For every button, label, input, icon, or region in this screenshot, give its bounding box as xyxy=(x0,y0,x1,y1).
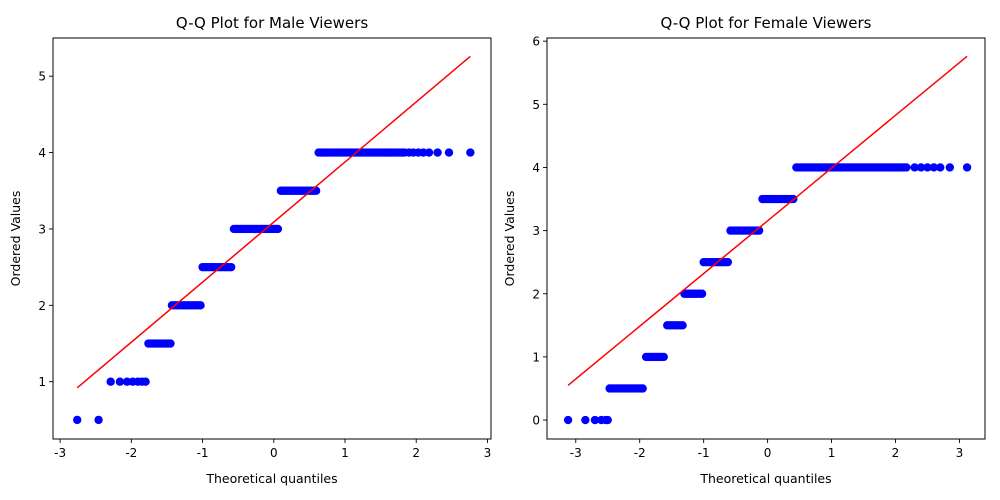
y-tick-label: 3 xyxy=(38,222,46,236)
data-point xyxy=(444,148,454,157)
data-point xyxy=(962,163,972,172)
data-point xyxy=(936,163,945,172)
data-point xyxy=(945,163,955,172)
y-tick-label: 5 xyxy=(532,98,540,112)
y-tick-label: 1 xyxy=(38,375,46,389)
data-point xyxy=(638,384,647,393)
x-tick-label: 3 xyxy=(956,446,964,460)
fit-line xyxy=(76,55,471,389)
y-ticks: 1 2 3 4 5 xyxy=(38,70,53,389)
data-point xyxy=(603,415,612,425)
data-point xyxy=(723,257,733,267)
y-tick-label: 3 xyxy=(532,224,540,238)
y-tick-label: 0 xyxy=(532,414,540,428)
data-point xyxy=(929,163,939,172)
data-point xyxy=(115,377,125,386)
data-point xyxy=(424,148,434,157)
data-point xyxy=(311,186,321,195)
qq-chart-0: Q-Q Plot for Male Viewers -3 -2 -1 0 1 2 3 1 2 3 4 5… xyxy=(8,14,492,486)
axes-frame xyxy=(52,37,492,440)
data-point xyxy=(754,226,764,235)
data-point xyxy=(433,148,442,157)
y-axis-label: Ordered Values xyxy=(502,191,517,287)
y-ticks: 0 1 2 3 4 5 6 xyxy=(532,35,547,428)
data-point xyxy=(902,163,911,172)
x-ticks: -3 -2 -1 0 1 2 3 xyxy=(570,439,963,460)
y-tick-label: 2 xyxy=(38,299,46,313)
y-tick-label: 6 xyxy=(532,35,540,49)
data-point xyxy=(273,224,283,234)
y-tick-label: 4 xyxy=(532,161,540,175)
chart-title: Q-Q Plot for Male Viewers xyxy=(176,14,368,32)
y-axis-label: Ordered Values xyxy=(8,191,23,287)
data-point xyxy=(141,377,150,386)
x-axis-label: Theoretical quantiles xyxy=(699,471,831,486)
data-point xyxy=(916,163,926,172)
x-axis-label: Theoretical quantiles xyxy=(205,471,337,486)
x-tick-label: 0 xyxy=(270,446,278,460)
data-point xyxy=(94,415,103,425)
y-tick-label: 5 xyxy=(38,70,46,84)
data-point xyxy=(563,415,573,425)
data-point xyxy=(106,377,115,386)
y-tick-label: 1 xyxy=(532,350,540,364)
data-point xyxy=(226,262,236,272)
x-tick-label: -1 xyxy=(698,446,710,460)
x-tick-label: 3 xyxy=(484,446,492,460)
y-tick-label: 2 xyxy=(532,287,540,301)
fit-line xyxy=(567,55,968,386)
chart-title: Q-Q Plot for Female Viewers xyxy=(660,14,871,32)
data-point xyxy=(910,163,919,172)
qq-chart-1: Q-Q Plot for Female Viewers -3 -2 -1 0 1 2 3 0 1 2… xyxy=(502,14,986,486)
data-point xyxy=(697,289,707,298)
data-point xyxy=(659,352,668,362)
x-tick-label: -1 xyxy=(197,446,209,460)
x-tick-label: 2 xyxy=(412,446,420,460)
x-tick-label: 0 xyxy=(764,446,772,460)
data-point xyxy=(581,415,590,425)
data-points xyxy=(563,163,972,425)
data-points xyxy=(73,148,475,425)
data-point xyxy=(73,415,82,425)
data-point xyxy=(678,321,687,330)
data-point xyxy=(196,301,205,310)
x-tick-label: 1 xyxy=(828,446,836,460)
data-point xyxy=(166,339,175,348)
x-tick-label: -2 xyxy=(634,446,646,460)
x-tick-label: 2 xyxy=(892,446,900,460)
axes-frame xyxy=(546,37,986,440)
y-tick-label: 4 xyxy=(38,146,46,160)
data-point xyxy=(466,148,475,157)
x-tick-label: 1 xyxy=(341,446,349,460)
x-tick-label: -2 xyxy=(125,446,137,460)
data-point xyxy=(923,163,932,172)
x-ticks: -3 -2 -1 0 1 2 3 xyxy=(54,439,491,460)
x-tick-label: -3 xyxy=(570,446,582,460)
x-tick-label: -3 xyxy=(54,446,66,460)
data-point xyxy=(590,415,600,425)
